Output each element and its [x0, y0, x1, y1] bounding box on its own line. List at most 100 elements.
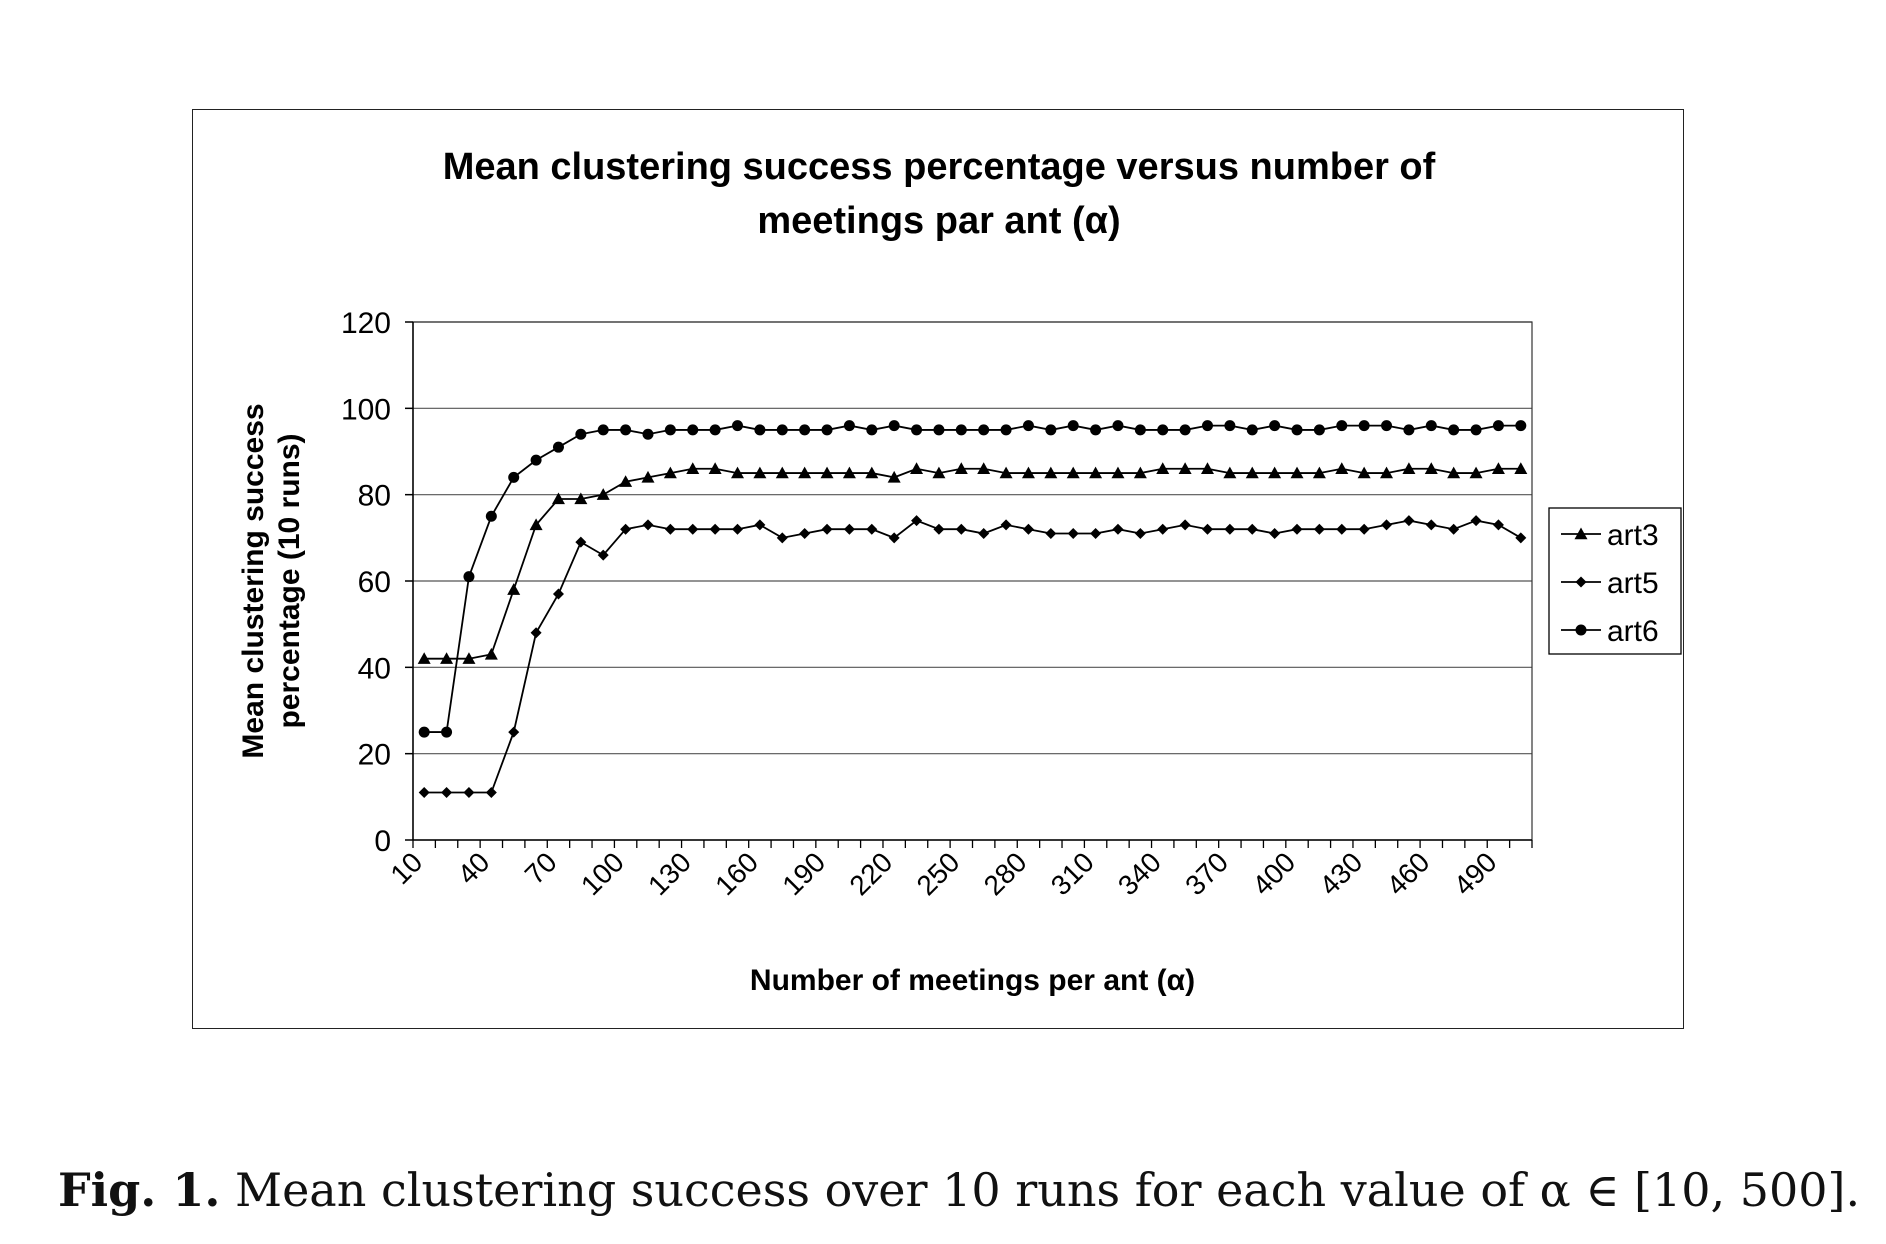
- data-point-art6: [1515, 420, 1527, 432]
- data-point-art5: [1201, 523, 1213, 535]
- data-point-art3: [1312, 466, 1326, 479]
- data-point-art5: [1515, 532, 1527, 544]
- legend-marker-art5: [1575, 576, 1587, 588]
- x-tick-label: 280: [978, 846, 1033, 901]
- x-tick-label: 130: [642, 846, 697, 901]
- data-point-art3: [619, 475, 633, 487]
- x-tick-label: 460: [1381, 846, 1436, 901]
- data-point-art5: [1022, 523, 1034, 535]
- data-point-art3: [1021, 466, 1035, 479]
- data-point-art3: [574, 492, 588, 505]
- data-point-art6: [530, 454, 542, 466]
- data-point-art3: [484, 647, 498, 660]
- data-point-art3: [865, 466, 879, 479]
- data-point-art5: [1448, 523, 1460, 535]
- data-point-art3: [1514, 462, 1528, 474]
- data-point-art5: [888, 532, 900, 544]
- data-point-art5: [1403, 515, 1415, 527]
- data-point-art3: [1380, 466, 1394, 479]
- data-point-art5: [1425, 519, 1437, 531]
- data-point-art5: [732, 523, 744, 535]
- data-point-art6: [597, 424, 609, 436]
- data-point-art6: [754, 424, 766, 436]
- data-point-art5: [575, 536, 587, 548]
- data-point-art5: [843, 523, 855, 535]
- data-point-art5: [1313, 523, 1325, 535]
- chart-title: Mean clustering success percentage versu…: [193, 140, 1685, 248]
- data-point-art5: [776, 532, 788, 544]
- data-point-art6: [1492, 420, 1504, 432]
- data-point-art6: [1246, 424, 1258, 436]
- data-point-art6: [709, 424, 721, 436]
- x-tick-label: 220: [843, 846, 898, 901]
- x-tick-label: 370: [1179, 846, 1234, 901]
- data-point-art5: [552, 588, 564, 600]
- data-point-art6: [508, 471, 520, 483]
- data-point-art6: [1022, 420, 1034, 432]
- data-point-art5: [821, 523, 833, 535]
- data-point-art6: [642, 428, 654, 440]
- data-point-art5: [620, 523, 632, 535]
- data-point-art6: [1381, 420, 1393, 432]
- data-point-art6: [1045, 424, 1057, 436]
- data-point-art3: [842, 466, 856, 479]
- data-point-art3: [887, 470, 901, 483]
- legend-label-art3: art3: [1607, 519, 1659, 552]
- data-point-art5: [1067, 528, 1079, 540]
- data-point-art6: [552, 441, 564, 453]
- series-line-art5: [424, 519, 1522, 794]
- y-axis-title-line-1: Mean clustering success: [237, 403, 270, 758]
- data-point-art5: [709, 523, 721, 535]
- data-point-art5: [463, 787, 475, 799]
- chart-title-line-1: Mean clustering success percentage versu…: [442, 146, 1436, 188]
- y-tick-label: 40: [358, 652, 391, 685]
- data-point-art6: [1179, 424, 1191, 436]
- data-point-art3: [1089, 466, 1103, 479]
- data-point-art5: [1112, 523, 1124, 535]
- x-tick-label: 10: [384, 846, 428, 890]
- data-point-art6: [732, 420, 744, 432]
- data-point-art3: [440, 652, 454, 664]
- data-point-art5: [1157, 523, 1169, 535]
- x-tick-label: 400: [1246, 846, 1301, 901]
- data-point-art3: [775, 466, 789, 479]
- y-tick-label: 0: [374, 825, 391, 858]
- data-point-art3: [932, 466, 946, 479]
- data-point-art6: [1090, 424, 1102, 436]
- data-point-art6: [1269, 420, 1281, 432]
- data-point-art3: [977, 462, 991, 474]
- data-point-art5: [597, 549, 609, 561]
- data-point-art5: [1134, 528, 1146, 540]
- data-point-art6: [1425, 420, 1437, 432]
- data-point-art5: [911, 515, 923, 527]
- data-point-art6: [1067, 420, 1079, 432]
- data-point-art5: [1246, 523, 1258, 535]
- data-point-art5: [1358, 523, 1370, 535]
- data-point-art6: [1157, 424, 1169, 436]
- data-point-art6: [620, 424, 632, 436]
- data-point-art3: [1357, 466, 1371, 479]
- data-point-art6: [1000, 424, 1012, 436]
- x-tick-label: 70: [519, 846, 563, 890]
- data-point-art5: [1470, 515, 1482, 527]
- data-point-art3: [753, 466, 767, 479]
- x-tick-label: 190: [776, 846, 831, 901]
- data-point-art5: [664, 523, 676, 535]
- legend-label-art5: art5: [1607, 567, 1659, 600]
- y-tick-label: 20: [358, 739, 391, 772]
- data-point-art5: [642, 519, 654, 531]
- data-point-art6: [843, 420, 855, 432]
- data-point-art5: [866, 523, 878, 535]
- data-point-art3: [1133, 466, 1147, 479]
- data-point-art6: [1470, 424, 1482, 436]
- data-point-art3: [708, 462, 722, 474]
- caption-text: Mean clustering success over 10 runs for…: [234, 1163, 1861, 1217]
- data-point-art6: [1358, 420, 1370, 432]
- data-point-art6: [1201, 420, 1213, 432]
- data-point-art5: [1269, 528, 1281, 540]
- data-point-art6: [1403, 424, 1415, 436]
- data-point-art3: [1335, 462, 1349, 474]
- x-tick-label: 40: [452, 846, 496, 890]
- data-point-art6: [1134, 424, 1146, 436]
- data-point-art3: [731, 466, 745, 479]
